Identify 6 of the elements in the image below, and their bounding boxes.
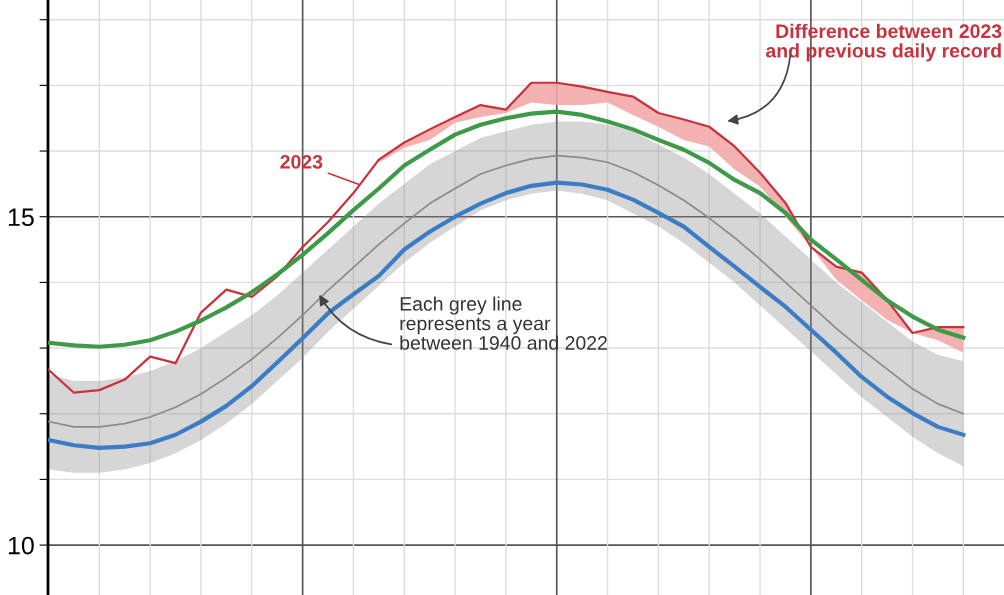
line-series: [48, 154, 965, 428]
line-series: [48, 109, 966, 349]
y-tick-label: 15: [8, 208, 34, 227]
line-series: [48, 81, 965, 394]
y-tick-label: 10: [8, 536, 34, 555]
line-series: [48, 180, 966, 450]
